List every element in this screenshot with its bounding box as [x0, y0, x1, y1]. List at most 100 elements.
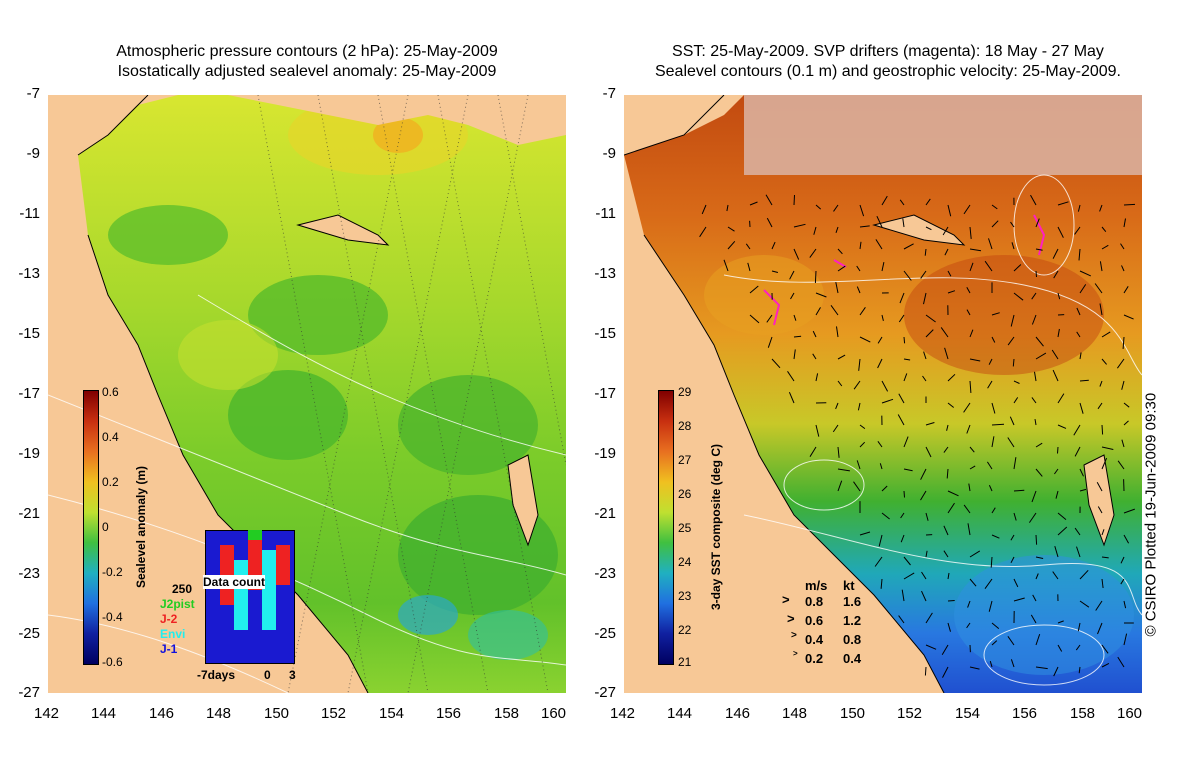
- velocity-arrow: [969, 248, 982, 252]
- right-title-line2: Sealevel contours (0.1 m) and geostrophi…: [654, 63, 1121, 80]
- velocity-arrow: [853, 481, 861, 492]
- velocity-arrow: [1074, 446, 1081, 457]
- velocity-arrow: [790, 292, 795, 300]
- velocity-arrow: [1007, 437, 1015, 448]
- y-tick-label: -27: [594, 684, 616, 701]
- velocity-arrow: [966, 622, 971, 629]
- velocity-arrow: [1032, 594, 1037, 602]
- velocity-arrow: [767, 336, 773, 348]
- inset-x-label: 0: [264, 668, 271, 682]
- velocity-arrow: [1079, 379, 1089, 382]
- arrow-icon: >: [793, 649, 798, 658]
- velocity-arrow: [771, 241, 776, 250]
- colorbar-tick: 27: [678, 453, 692, 467]
- velocity-arrow: [920, 270, 927, 279]
- velocity-arrow: [942, 226, 949, 236]
- velocity-arrow: [1052, 248, 1059, 259]
- velocity-arrow: [1101, 662, 1110, 668]
- velocity-arrow: [853, 380, 861, 390]
- velocity-arrow: [947, 600, 955, 602]
- velocity-arrow: [1074, 226, 1081, 235]
- velocity-arrow: [877, 441, 883, 448]
- velocity-arrow: [1031, 314, 1037, 325]
- velocity-arrow: [749, 314, 760, 324]
- legend-header-kt: kt: [843, 578, 855, 593]
- velocity-arrow: [1035, 633, 1041, 646]
- y-tick-label: -15: [594, 325, 616, 342]
- velocity-arrow: [1077, 622, 1081, 632]
- velocity-arrow: [699, 226, 707, 238]
- velocity-arrow: [1057, 328, 1060, 338]
- velocity-arrow: [1057, 446, 1059, 454]
- velocity-arrow: [859, 531, 871, 536]
- velocity-arrow: [1057, 424, 1067, 429]
- velocity-arrow: [1013, 397, 1019, 404]
- velocity-arrow: [1076, 546, 1081, 558]
- velocity-arrow: [1035, 666, 1048, 670]
- sealevel-anomaly-map: [48, 95, 566, 693]
- velocity-arrow: [1035, 352, 1047, 360]
- velocity-arrow: [942, 666, 949, 678]
- y-tick-label: -9: [26, 145, 40, 162]
- velocity-arrow: [947, 572, 950, 580]
- velocity-arrow: [967, 523, 971, 536]
- velocity-arrow: [878, 534, 883, 547]
- sst-map: [624, 95, 1142, 693]
- velocity-arrow: [925, 226, 932, 231]
- colorbar-tick: 23: [678, 589, 692, 603]
- velocity-arrow: [835, 226, 839, 233]
- velocity-arrow: [813, 226, 817, 235]
- velocity-arrow: [1010, 314, 1015, 327]
- velocity-arrow: [1030, 614, 1037, 624]
- velocity-arrow: [963, 204, 971, 215]
- velocity-arrow: [1101, 556, 1109, 559]
- velocity-arrow: [988, 484, 993, 492]
- legend-kt: 1.6: [843, 594, 862, 609]
- velocity-arrow: [969, 666, 980, 670]
- velocity-arrow: [771, 358, 781, 369]
- x-tick-label: 156: [1012, 705, 1038, 722]
- velocity-arrow: [1035, 336, 1044, 347]
- velocity-arrow: [859, 204, 865, 217]
- colorbar-tick: 25: [678, 521, 692, 535]
- velocity-arrow: [1123, 286, 1129, 294]
- velocity-arrow: [903, 336, 906, 344]
- velocity-arrow: [903, 243, 914, 250]
- velocity-arrow: [1101, 424, 1104, 435]
- velocity-arrow: [1035, 270, 1037, 278]
- x-tick-label: 154: [955, 705, 981, 722]
- velocity-arrow: [946, 424, 949, 431]
- velocity-arrow: [836, 326, 839, 338]
- velocity-arrow: [766, 217, 773, 228]
- velocity-arrow: [1030, 194, 1037, 206]
- velocity-arrow: [1013, 489, 1025, 492]
- velocity-arrow: [1123, 633, 1128, 646]
- velocity-arrow: [1095, 600, 1103, 611]
- velocity-arrow: [969, 465, 976, 470]
- velocity-arrow: [1079, 488, 1087, 492]
- velocity-arrow: [1035, 248, 1043, 251]
- velocity-arrow: [1057, 512, 1067, 520]
- velocity-arrow: [1076, 307, 1081, 316]
- x-tick-label: 148: [206, 705, 232, 722]
- velocity-arrow: [969, 578, 977, 587]
- velocity-arrow: [1121, 380, 1125, 390]
- velocity-arrow: [941, 644, 949, 655]
- velocity-arrow: [856, 265, 861, 272]
- velocity-arrow: [879, 463, 883, 470]
- velocity-arrow: [877, 358, 883, 369]
- velocity-arrow: [859, 307, 866, 316]
- inset-source-j2: J-2: [160, 612, 178, 626]
- legend-header-ms: m/s: [805, 578, 828, 593]
- x-tick-label: 158: [1070, 705, 1096, 722]
- y-tick-label: -7: [602, 85, 616, 102]
- velocity-arrow: [1122, 336, 1125, 349]
- velocity-arrow: [1101, 578, 1104, 589]
- velocity-arrow: [837, 446, 840, 458]
- velocity-arrow: [947, 502, 955, 514]
- inset-source-j1: J-1: [160, 642, 178, 656]
- velocity-arrow: [903, 556, 911, 566]
- velocity-arrow: [1010, 556, 1015, 564]
- velocity-arrow: [859, 441, 866, 448]
- velocity-arrow: [1123, 218, 1126, 228]
